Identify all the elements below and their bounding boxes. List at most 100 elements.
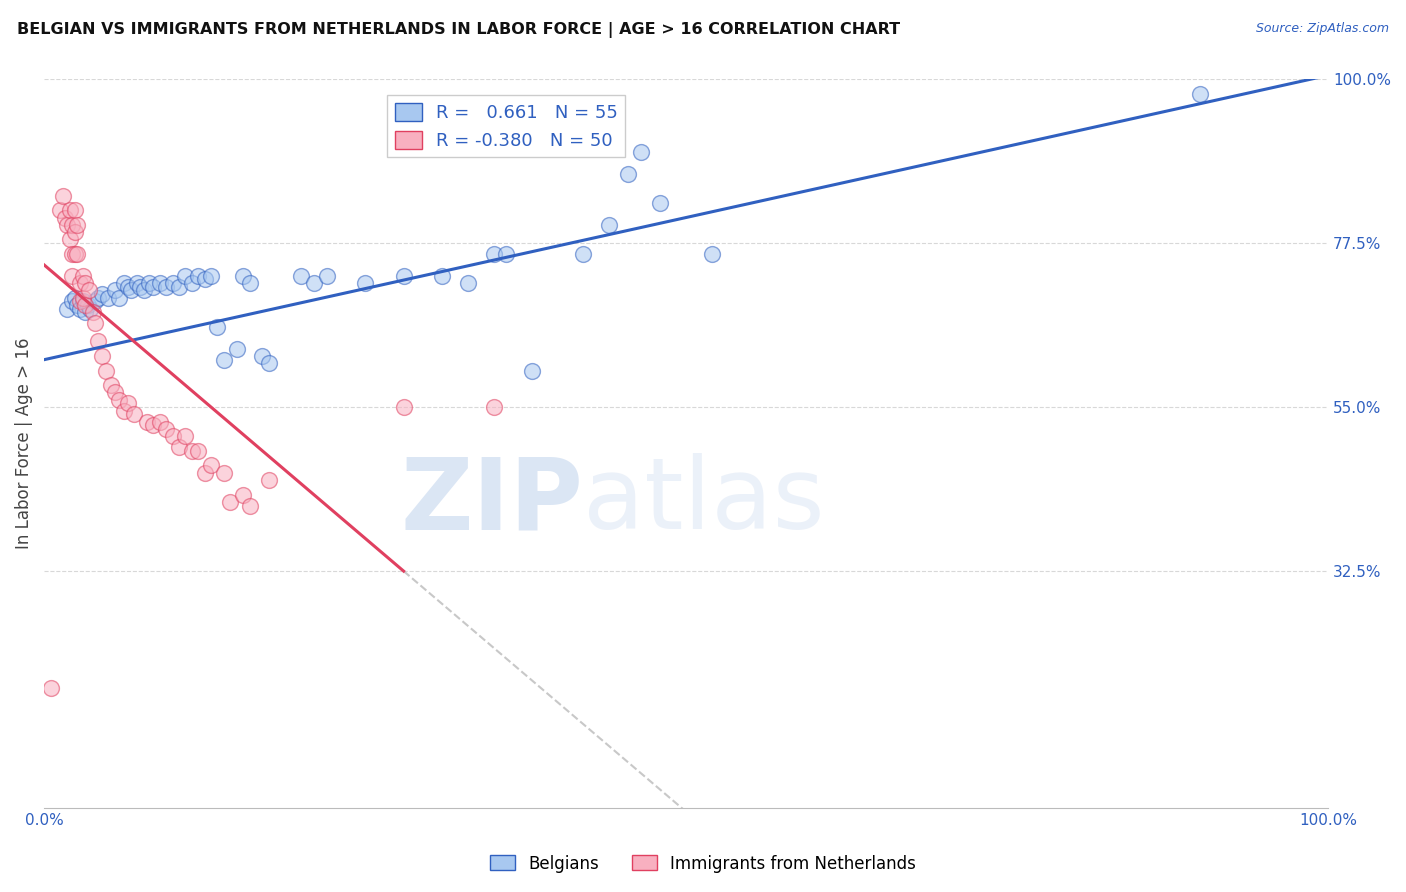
Point — [104, 284, 127, 298]
Point — [149, 276, 172, 290]
Point — [257, 356, 280, 370]
Point — [60, 218, 83, 232]
Point — [87, 291, 110, 305]
Point — [107, 291, 129, 305]
Point — [252, 349, 274, 363]
Point — [167, 279, 190, 293]
Point — [125, 276, 148, 290]
Point — [122, 408, 145, 422]
Point — [48, 203, 70, 218]
Point — [174, 429, 197, 443]
Text: ZIP: ZIP — [401, 453, 583, 550]
Point — [75, 298, 97, 312]
Point — [76, 298, 98, 312]
Point — [232, 268, 254, 283]
Point — [63, 291, 86, 305]
Point — [495, 247, 517, 261]
Legend: Belgians, Immigrants from Netherlands: Belgians, Immigrants from Netherlands — [484, 848, 922, 880]
Point — [72, 294, 94, 309]
Point — [100, 378, 122, 392]
Point — [180, 443, 202, 458]
Point — [155, 422, 177, 436]
Point — [56, 218, 79, 232]
Point — [174, 268, 197, 283]
Point — [59, 203, 82, 218]
Point — [135, 415, 157, 429]
Point — [180, 276, 202, 290]
Point — [187, 443, 209, 458]
Point — [72, 268, 94, 283]
Point — [112, 403, 135, 417]
Point — [392, 268, 415, 283]
Point — [617, 167, 640, 181]
Point — [232, 487, 254, 501]
Point — [75, 305, 97, 319]
Point — [155, 279, 177, 293]
Point — [77, 284, 100, 298]
Point — [60, 268, 83, 283]
Point — [97, 291, 120, 305]
Point — [194, 466, 217, 480]
Point — [138, 276, 160, 290]
Point — [69, 276, 91, 290]
Point — [162, 276, 184, 290]
Point — [87, 334, 110, 349]
Point — [75, 276, 97, 290]
Point — [52, 188, 75, 202]
Point — [167, 440, 190, 454]
Point — [142, 279, 165, 293]
Point — [79, 301, 101, 316]
Point — [66, 298, 89, 312]
Point — [63, 203, 86, 218]
Y-axis label: In Labor Force | Age > 16: In Labor Force | Age > 16 — [15, 338, 32, 549]
Point — [700, 247, 723, 261]
Point — [134, 284, 156, 298]
Point — [238, 499, 260, 513]
Point — [212, 466, 235, 480]
Point — [72, 291, 94, 305]
Point — [53, 211, 76, 225]
Point — [112, 276, 135, 290]
Point — [60, 247, 83, 261]
Point — [630, 145, 652, 159]
Point — [90, 349, 112, 363]
Point — [94, 363, 117, 377]
Point — [66, 247, 89, 261]
Point — [1188, 87, 1211, 101]
Point — [117, 396, 139, 410]
Point — [129, 279, 152, 293]
Point — [120, 284, 142, 298]
Point — [520, 363, 543, 377]
Text: BELGIAN VS IMMIGRANTS FROM NETHERLANDS IN LABOR FORCE | AGE > 16 CORRELATION CHA: BELGIAN VS IMMIGRANTS FROM NETHERLANDS I… — [17, 22, 900, 38]
Point — [39, 681, 62, 695]
Point — [302, 276, 325, 290]
Point — [69, 294, 91, 309]
Legend: R =   0.661   N = 55, R = -0.380   N = 50: R = 0.661 N = 55, R = -0.380 N = 50 — [388, 95, 626, 158]
Point — [225, 342, 247, 356]
Point — [56, 301, 79, 316]
Point — [598, 218, 620, 232]
Point — [84, 316, 107, 330]
Point — [63, 247, 86, 261]
Point — [149, 415, 172, 429]
Point — [430, 268, 453, 283]
Point — [212, 352, 235, 367]
Point — [59, 232, 82, 246]
Point — [90, 287, 112, 301]
Point — [187, 268, 209, 283]
Point — [650, 195, 672, 210]
Point — [66, 218, 89, 232]
Point — [107, 392, 129, 407]
Point — [207, 319, 229, 334]
Point — [117, 279, 139, 293]
Point — [572, 247, 595, 261]
Point — [238, 276, 260, 290]
Point — [200, 458, 222, 473]
Point — [82, 305, 104, 319]
Text: atlas: atlas — [583, 453, 825, 550]
Point — [290, 268, 312, 283]
Point — [482, 247, 505, 261]
Point — [392, 400, 415, 414]
Point — [194, 272, 217, 286]
Point — [457, 276, 479, 290]
